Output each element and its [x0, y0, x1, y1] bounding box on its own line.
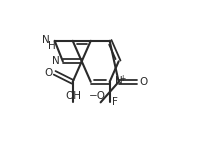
Text: N: N — [52, 55, 60, 65]
Text: N: N — [42, 35, 49, 45]
Text: O: O — [44, 68, 52, 78]
Text: −O: −O — [89, 91, 106, 101]
Text: N: N — [115, 76, 123, 86]
Text: O: O — [139, 77, 148, 87]
Text: H: H — [48, 41, 56, 51]
Text: OH: OH — [65, 91, 81, 101]
Text: +: + — [120, 74, 126, 83]
Text: F: F — [112, 97, 118, 107]
